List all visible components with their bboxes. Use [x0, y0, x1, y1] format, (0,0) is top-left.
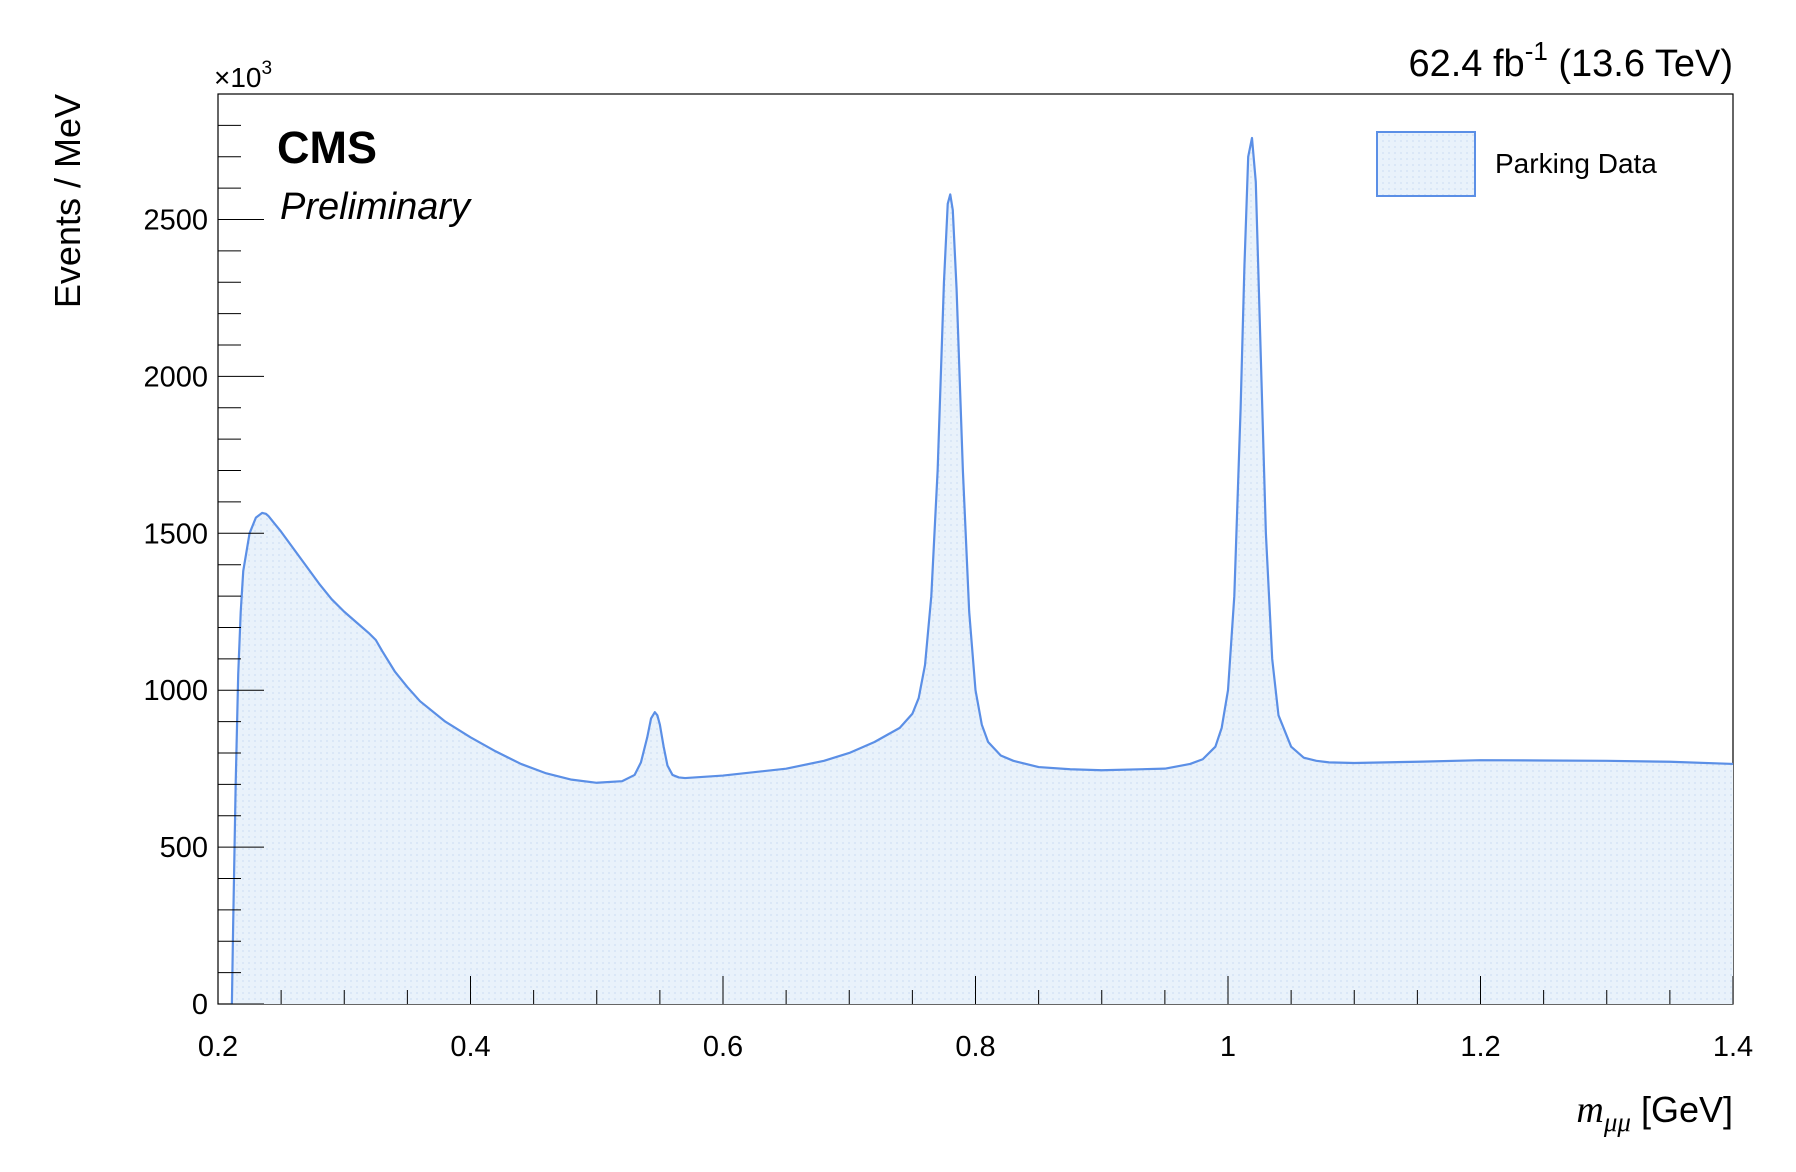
y-axis-title: Events / MeV: [47, 94, 88, 308]
x-tick-label: 0.4: [450, 1031, 490, 1063]
lumi-energy: (13.6 TeV): [1548, 43, 1733, 85]
x-axis-title-var: m: [1576, 1089, 1603, 1131]
lumi-label: 62.4 fb-1 (13.6 TeV): [1408, 36, 1733, 85]
lumi-exponent: -1: [1525, 36, 1548, 66]
y-tick-label: 500: [160, 832, 208, 864]
y-tick-label: 0: [192, 989, 208, 1021]
y-scale-base: ×10: [214, 62, 262, 93]
x-axis-title-sub: μμ: [1603, 1107, 1631, 1137]
preliminary-label: Preliminary: [280, 186, 472, 228]
legend-swatch: [1376, 131, 1476, 197]
series-area-0: [231, 137, 1733, 1004]
x-tick-label: 1.4: [1713, 1031, 1753, 1063]
y-tick-label: 2500: [143, 205, 208, 237]
x-tick-label: 0.8: [955, 1031, 995, 1063]
x-axis-title: mμμ [GeV]: [1576, 1089, 1733, 1137]
x-axis-title-unit: [GeV]: [1631, 1089, 1733, 1130]
lumi-value: 62.4 fb: [1408, 43, 1524, 85]
series-line-0: [230, 136, 1734, 1005]
x-tick-label: 1: [1220, 1031, 1236, 1063]
y-tick-label: 1500: [143, 518, 208, 550]
cms-label: CMS: [277, 122, 377, 173]
y-scale-exponent: 3: [262, 58, 273, 79]
legend-label: Parking Data: [1495, 148, 1657, 179]
x-tick-label: 1.2: [1460, 1031, 1500, 1063]
x-tick-label: 0.6: [703, 1031, 743, 1063]
y-scale-multiplier: ×103: [214, 58, 272, 93]
x-tick-label: 0.2: [198, 1031, 238, 1063]
y-tick-label: 2000: [143, 361, 208, 393]
y-tick-label: 1000: [143, 675, 208, 707]
